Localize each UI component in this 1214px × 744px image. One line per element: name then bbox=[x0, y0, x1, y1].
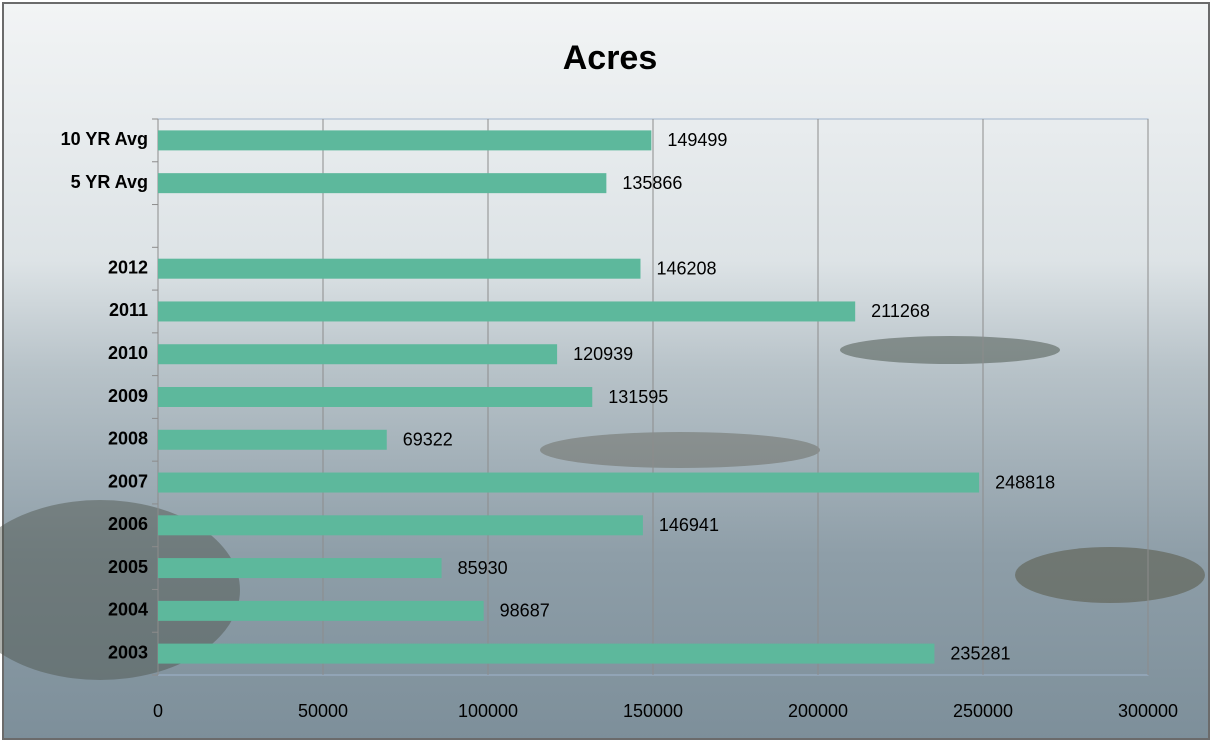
x-tick-label: 100000 bbox=[458, 701, 518, 721]
data-label: 235281 bbox=[950, 643, 1010, 663]
bar bbox=[158, 344, 558, 365]
y-tick-label: 2010 bbox=[108, 343, 148, 363]
data-label: 69322 bbox=[403, 430, 453, 450]
data-label: 146208 bbox=[656, 258, 716, 278]
bar bbox=[158, 643, 935, 664]
x-tick-label: 250000 bbox=[953, 701, 1013, 721]
data-label: 120939 bbox=[573, 344, 633, 364]
data-label: 248818 bbox=[995, 472, 1055, 492]
x-tick-label: 50000 bbox=[298, 701, 348, 721]
bar bbox=[158, 472, 980, 493]
bar bbox=[158, 429, 387, 450]
background-island bbox=[540, 432, 820, 468]
y-tick-label: 2005 bbox=[108, 557, 148, 577]
bar bbox=[158, 558, 442, 579]
y-tick-label: 2008 bbox=[108, 429, 148, 449]
y-tick-label: 2003 bbox=[108, 642, 148, 662]
data-label: 211268 bbox=[871, 301, 930, 321]
x-tick-label: 300000 bbox=[1118, 701, 1178, 721]
y-tick-label: 2007 bbox=[108, 471, 148, 491]
x-tick-label: 150000 bbox=[623, 701, 683, 721]
bar bbox=[158, 600, 484, 621]
x-tick-label: 0 bbox=[153, 701, 163, 721]
x-tick-label: 200000 bbox=[788, 701, 848, 721]
y-tick-label: 2004 bbox=[108, 600, 148, 620]
y-tick-label: 5 YR Avg bbox=[71, 172, 148, 192]
bar bbox=[158, 258, 641, 279]
bar bbox=[158, 130, 652, 151]
data-label: 135866 bbox=[622, 173, 682, 193]
y-tick-label: 2009 bbox=[108, 386, 148, 406]
y-tick-label: 2011 bbox=[109, 300, 148, 320]
y-tick-label: 10 YR Avg bbox=[61, 129, 148, 149]
data-label: 149499 bbox=[667, 130, 727, 150]
background-island bbox=[840, 336, 1060, 364]
data-label: 98687 bbox=[500, 601, 550, 621]
data-label: 85930 bbox=[458, 558, 508, 578]
background-island bbox=[1015, 547, 1205, 603]
y-tick-label: 2006 bbox=[108, 514, 148, 534]
y-tick-label: 2012 bbox=[108, 257, 148, 277]
chart-title: Acres bbox=[563, 39, 658, 77]
bar bbox=[158, 515, 643, 536]
bar bbox=[158, 301, 856, 322]
bar bbox=[158, 173, 607, 194]
bar bbox=[158, 387, 593, 407]
data-label: 146941 bbox=[659, 515, 719, 535]
data-label: 131595 bbox=[608, 387, 668, 407]
background-shore bbox=[0, 500, 240, 680]
